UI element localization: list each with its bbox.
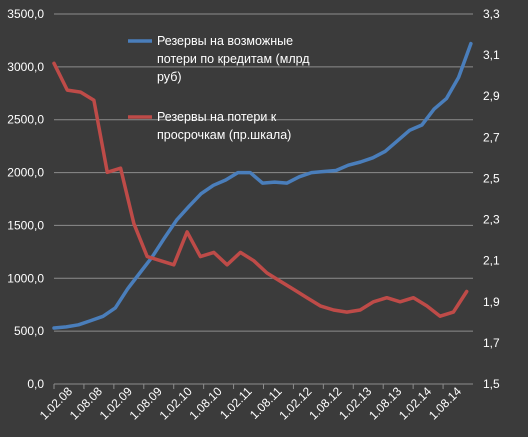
- left-axis-tick-label: 0,0: [27, 377, 44, 391]
- right-axis-tick-label: 2,9: [483, 89, 500, 103]
- left-axis-tick-label: 1500,0: [7, 218, 44, 232]
- right-axis-tick-label: 3,3: [483, 7, 500, 21]
- right-axis-tick-label: 2,1: [483, 254, 500, 268]
- right-axis-tick-label: 2,5: [483, 171, 500, 185]
- right-axis-tick-label: 1,7: [483, 336, 500, 350]
- legend: Резервы на возможные потери по кредитам (…: [128, 34, 310, 142]
- series-line-2: [52, 61, 469, 318]
- left-axis-tick-label: 2500,0: [7, 113, 44, 127]
- right-axis-tick-label: 1,5: [483, 377, 500, 391]
- right-axis-tick-label: 3,1: [483, 48, 500, 62]
- legend-label-2: Резервы на потери к просрочкам (пр.шкала): [157, 110, 291, 142]
- right-axis-tick-label: 2,3: [483, 213, 500, 227]
- left-axis-tick-label: 3000,0: [7, 60, 44, 74]
- right-axis-tick-label: 1,9: [483, 295, 500, 309]
- left-axis-tick-label: 1000,0: [7, 271, 44, 285]
- left-axis-tick-label: 2000,0: [7, 166, 44, 180]
- series-line-1: [52, 41, 473, 330]
- legend-label-1: Резервы на возможные потери по кредитам (…: [157, 34, 310, 84]
- plot-area: [52, 41, 473, 330]
- left-axis-tick-label: 3500,0: [7, 7, 44, 21]
- left-axis-tick-label: 500,0: [14, 324, 44, 338]
- right-axis-tick-label: 2,7: [483, 130, 500, 144]
